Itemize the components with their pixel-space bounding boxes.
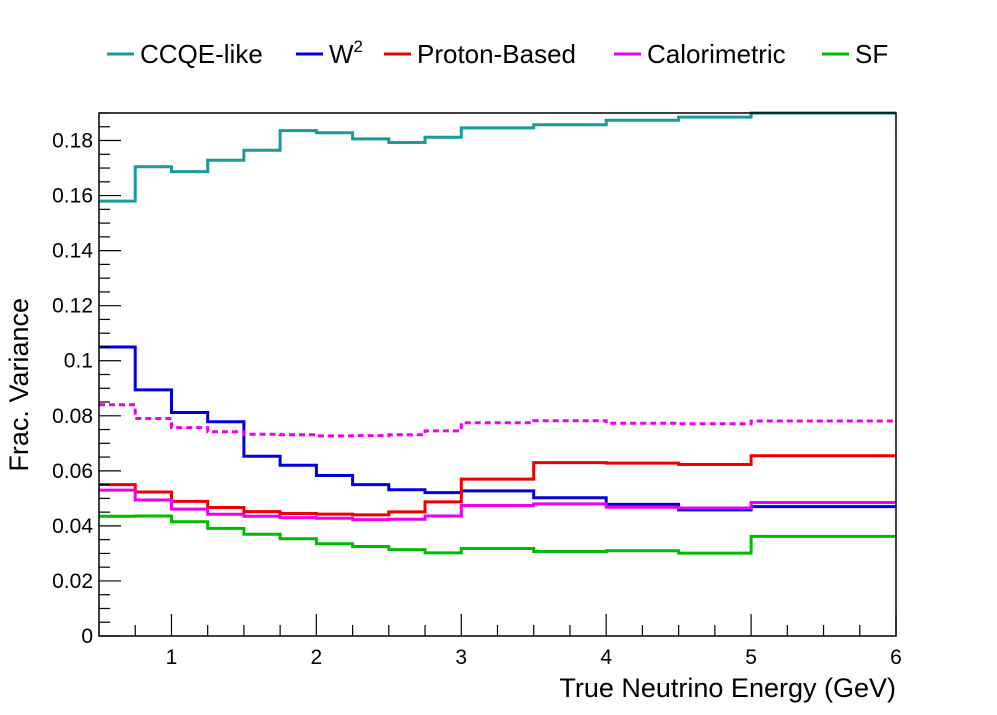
series-layer bbox=[99, 111, 896, 555]
series-line-0 bbox=[99, 111, 896, 203]
y-tick-label: 0.08 bbox=[52, 405, 93, 428]
y-tick-label: 0 bbox=[81, 625, 93, 648]
legend-label: SF bbox=[855, 39, 888, 69]
legend-label: Proton-Based bbox=[417, 39, 576, 69]
x-tick-label: 6 bbox=[890, 646, 902, 669]
x-axis: 1 2 3 4 5 6 bbox=[98, 614, 902, 669]
y-tick-label: 0.04 bbox=[52, 515, 93, 538]
series-line-2 bbox=[99, 454, 896, 517]
series-line-5 bbox=[99, 514, 896, 555]
x-tick-label: 5 bbox=[745, 646, 757, 669]
y-axis-label: Frac. Variance bbox=[4, 298, 34, 472]
y-tick-label: 0.1 bbox=[64, 350, 93, 373]
legend: CCQE-like W2 Proton-Based Calorimetric SF bbox=[107, 37, 888, 69]
x-tick-label: 3 bbox=[455, 646, 467, 669]
y-tick-label: 0.18 bbox=[52, 130, 93, 153]
x-tick-label: 4 bbox=[600, 646, 612, 669]
y-tick-label: 0.02 bbox=[52, 570, 93, 593]
legend-label-superscript: 2 bbox=[354, 37, 363, 56]
series-line-4 bbox=[99, 403, 896, 438]
y-tick-label: 0.06 bbox=[52, 460, 93, 483]
x-tick-label: 1 bbox=[166, 646, 178, 669]
legend-label: Calorimetric bbox=[647, 39, 786, 69]
y-tick-label: 0.14 bbox=[52, 240, 93, 263]
x-axis-label: True Neutrino Energy (GeV) bbox=[559, 673, 896, 703]
legend-label: CCQE-like bbox=[140, 39, 263, 69]
y-tick-label: 0.16 bbox=[52, 185, 93, 208]
series-line-1 bbox=[99, 345, 896, 512]
x-tick-label: 2 bbox=[311, 646, 323, 669]
y-axis: 0 0.02 0.04 0.06 0.08 0.1 0.12 0.14 0.16 0.18 bbox=[52, 112, 121, 648]
y-tick-label: 0.12 bbox=[52, 295, 93, 318]
series-line-3 bbox=[99, 488, 896, 522]
